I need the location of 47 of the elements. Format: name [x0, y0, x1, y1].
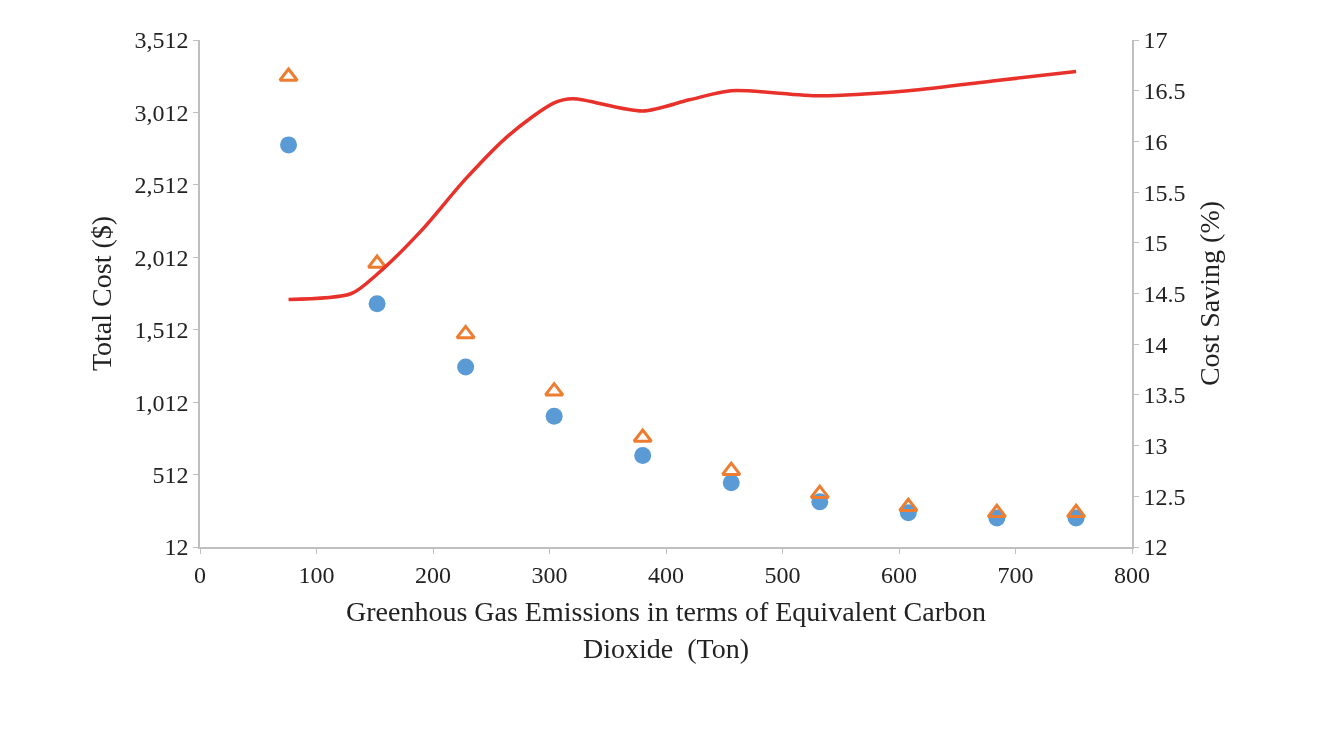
point [544, 382, 565, 397]
point [809, 484, 830, 499]
y-axis-title: Total Cost ($) [85, 215, 117, 372]
point [368, 295, 386, 313]
y-tick-label: 1,012 [134, 389, 189, 416]
x-tick-label: 400 [648, 561, 684, 588]
y-tick-label: 1,512 [134, 317, 189, 344]
x-tick-label: 800 [1114, 561, 1150, 588]
y-tick-label: 2,512 [134, 172, 189, 199]
point [721, 461, 742, 476]
x-axis-title: Greenhous Gas Emissions in terms of Equivalent Carbon Dioxide (Ton) [345, 596, 987, 664]
point [632, 428, 653, 443]
y2-tick-label: 13 [1143, 433, 1168, 459]
y-tick-label: 3,012 [134, 99, 189, 126]
point [634, 446, 652, 464]
point [1065, 503, 1087, 519]
y2-tick-label: 17 [1143, 27, 1168, 54]
y2-tick-label: 14.5 [1143, 280, 1186, 307]
point [898, 497, 919, 512]
point [280, 136, 298, 154]
y2-tick-label: 13.5 [1143, 382, 1186, 409]
y2-tick-label: 16.5 [1143, 78, 1186, 105]
point [455, 324, 476, 340]
x-tick-label: 700 [997, 561, 1034, 588]
y2-tick-label: 16 [1143, 128, 1168, 155]
y-tick-label: 2,012 [134, 244, 189, 271]
y2-axis-title: Cost Saving (%) [1194, 200, 1226, 387]
x-tick-label: 600 [881, 561, 917, 588]
point [457, 358, 475, 376]
y2-tick-label: 15 [1143, 230, 1168, 257]
y-tick-label: 512 [152, 461, 189, 488]
y2-tick-label: 12 [1143, 534, 1168, 561]
point [986, 503, 1008, 519]
y-tick-label: 12 [164, 534, 189, 561]
line-series [286, 69, 1078, 302]
y-tick-label: 3,512 [134, 27, 189, 54]
y2-tick-label: 14 [1143, 331, 1168, 358]
point [545, 407, 563, 425]
x-tick-label: 100 [298, 561, 335, 588]
x-tick-label: 200 [415, 561, 451, 588]
point [278, 67, 299, 82]
x-tick-label: 500 [764, 561, 801, 588]
y2-tick-label: 15.5 [1143, 179, 1186, 206]
x-tick-label: 300 [531, 561, 568, 588]
point [722, 474, 740, 492]
x-tick-label: 0 [194, 561, 206, 588]
y2-tick-label: 12.5 [1143, 483, 1186, 510]
